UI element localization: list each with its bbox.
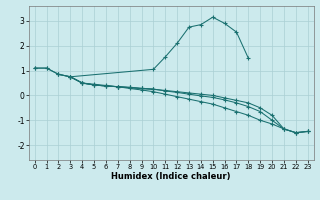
X-axis label: Humidex (Indice chaleur): Humidex (Indice chaleur)	[111, 172, 231, 181]
